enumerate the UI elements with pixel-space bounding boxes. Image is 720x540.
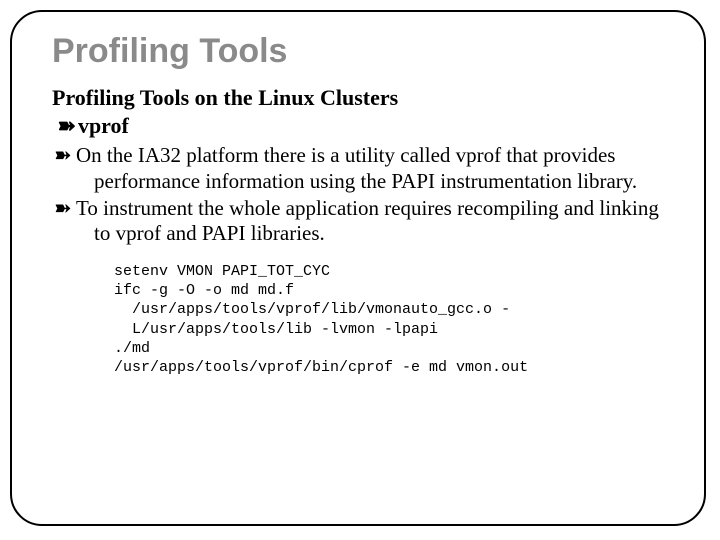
bullet-l2b-text: To instrument the whole application requ… — [76, 196, 659, 246]
bullet-l2a-text: On the IA32 platform there is a utility … — [76, 143, 637, 193]
bullet-marker-icon: ➽ — [58, 113, 76, 139]
bullet-level2-b: ➽To instrument the whole application req… — [74, 196, 668, 247]
bullet-level1: ➽vprof — [52, 113, 668, 139]
slide-subtitle: Profiling Tools on the Linux Clusters — [52, 85, 668, 111]
code-block: setenv VMON PAPI_TOT_CYC ifc -g -O -o md… — [114, 262, 668, 377]
slide-frame: Profiling Tools Profiling Tools on the L… — [10, 10, 706, 526]
bullet-level2-a: ➽On the IA32 platform there is a utility… — [74, 143, 668, 194]
bullet-l1-text: vprof — [78, 113, 129, 138]
slide-title: Profiling Tools — [52, 32, 668, 71]
